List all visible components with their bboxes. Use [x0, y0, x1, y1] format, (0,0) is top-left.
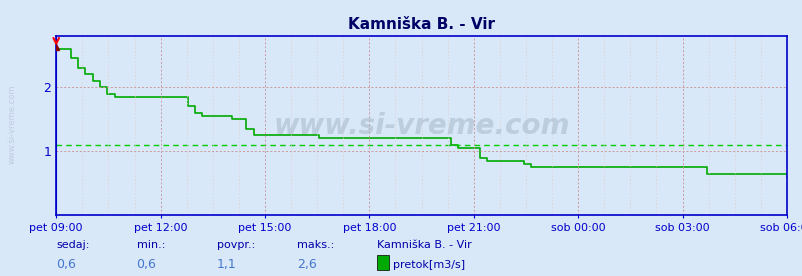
- Text: 1,1: 1,1: [217, 258, 237, 271]
- Text: Kamniška B. - Vir: Kamniška B. - Vir: [377, 240, 472, 250]
- Text: 0,6: 0,6: [56, 258, 76, 271]
- Text: www.si-vreme.com: www.si-vreme.com: [273, 112, 569, 140]
- Text: pretok[m3/s]: pretok[m3/s]: [393, 260, 465, 270]
- Text: povpr.:: povpr.:: [217, 240, 255, 250]
- Text: maks.:: maks.:: [297, 240, 334, 250]
- Text: 2,6: 2,6: [297, 258, 317, 271]
- Text: 0,6: 0,6: [136, 258, 156, 271]
- Text: sedaj:: sedaj:: [56, 240, 90, 250]
- Title: Kamniška B. - Vir: Kamniška B. - Vir: [347, 17, 495, 32]
- Text: min.:: min.:: [136, 240, 164, 250]
- Text: www.si-vreme.com: www.si-vreme.com: [7, 84, 17, 164]
